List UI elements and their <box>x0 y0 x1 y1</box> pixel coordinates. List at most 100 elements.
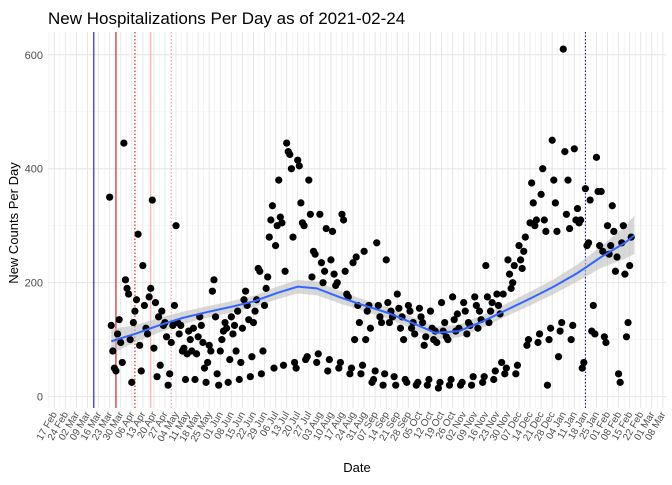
data-point <box>208 287 216 295</box>
data-point <box>295 162 303 170</box>
data-point <box>614 370 623 378</box>
data-point <box>425 375 433 384</box>
data-point <box>106 193 114 201</box>
data-point <box>379 381 387 389</box>
data-point <box>441 318 449 327</box>
data-point <box>624 318 632 327</box>
data-point <box>407 324 416 332</box>
data-point <box>597 187 605 196</box>
data-point <box>150 344 158 352</box>
data-point <box>322 224 330 233</box>
data-point <box>539 165 547 173</box>
data-point <box>230 321 239 329</box>
data-point <box>181 375 190 384</box>
data-point <box>358 361 367 369</box>
data-point <box>112 367 120 375</box>
data-point <box>469 373 477 381</box>
data-point <box>128 378 136 386</box>
data-point <box>360 247 368 255</box>
data-point <box>381 370 389 378</box>
data-point <box>415 304 424 312</box>
y-tick-label: 400 <box>25 164 43 176</box>
data-point <box>449 293 457 301</box>
data-point <box>268 202 277 210</box>
data-point <box>346 370 354 378</box>
data-point <box>528 179 536 187</box>
data-point <box>120 139 128 147</box>
data-point <box>524 336 533 344</box>
data-point <box>596 242 604 250</box>
data-point <box>313 358 321 367</box>
data-point <box>199 338 207 347</box>
data-point <box>204 358 212 367</box>
data-point <box>129 318 137 327</box>
data-point <box>305 176 313 184</box>
data-point <box>482 261 490 270</box>
data-point <box>403 378 411 386</box>
data-point <box>384 299 392 307</box>
data-point <box>311 250 319 258</box>
data-point <box>286 150 294 159</box>
data-point <box>227 313 235 321</box>
data-point <box>167 338 175 347</box>
data-point <box>294 156 302 164</box>
data-point <box>516 256 525 264</box>
data-point <box>256 267 264 275</box>
data-point <box>483 293 491 301</box>
data-point <box>414 378 422 386</box>
data-point <box>490 375 498 384</box>
data-point <box>376 313 384 321</box>
data-point <box>474 324 482 332</box>
y-axis-ticks: 0 200 400 600 <box>25 50 43 404</box>
data-point <box>518 264 526 273</box>
data-point <box>395 304 403 312</box>
data-point <box>616 378 624 386</box>
data-point <box>156 361 164 369</box>
data-points <box>106 45 635 392</box>
data-point <box>592 153 601 161</box>
data-point <box>136 341 144 349</box>
data-point <box>603 222 612 230</box>
data-point <box>450 316 458 324</box>
data-point <box>570 145 578 153</box>
data-point <box>281 267 289 275</box>
data-point <box>444 336 452 344</box>
y-tick-label: 600 <box>25 50 43 62</box>
data-point <box>232 347 240 355</box>
data-point <box>330 270 338 278</box>
data-point <box>602 338 610 347</box>
data-point <box>550 176 558 184</box>
data-point <box>325 355 333 364</box>
data-point <box>507 284 515 292</box>
y-axis-label: New Counts Per Day <box>6 162 21 284</box>
data-point <box>420 341 428 349</box>
data-point <box>123 284 131 292</box>
y-tick-label: 0 <box>37 392 43 404</box>
data-point <box>559 45 567 53</box>
data-point <box>335 364 343 372</box>
data-point <box>382 256 390 264</box>
data-point <box>137 367 145 375</box>
data-point <box>426 307 435 315</box>
data-point <box>486 307 495 315</box>
data-point <box>264 273 272 281</box>
data-point <box>460 299 468 307</box>
data-point <box>251 307 259 315</box>
data-point <box>581 185 589 193</box>
data-point <box>125 290 133 298</box>
data-point <box>578 364 586 372</box>
data-point <box>553 227 561 235</box>
data-point <box>599 247 607 255</box>
data-point <box>422 333 430 341</box>
data-point <box>396 324 405 332</box>
data-point <box>303 353 311 361</box>
data-point <box>347 364 356 372</box>
data-point <box>351 336 359 344</box>
chart-title: New Hospitalizations Per Day as of 2021-… <box>48 9 405 28</box>
data-point <box>366 324 375 332</box>
data-point <box>158 307 166 315</box>
data-point <box>523 341 531 349</box>
